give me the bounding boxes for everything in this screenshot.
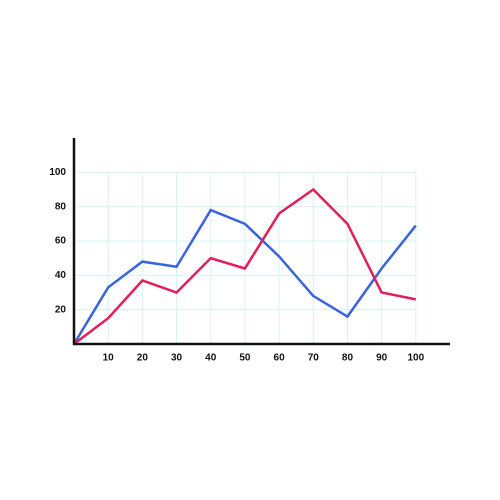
y-tick-label: 20 bbox=[55, 304, 67, 315]
x-tick-label: 30 bbox=[171, 353, 183, 364]
x-tick-label: 20 bbox=[137, 353, 149, 364]
x-tick-label: 10 bbox=[103, 353, 115, 364]
y-tick-label: 80 bbox=[55, 201, 67, 212]
x-tick-label: 70 bbox=[308, 353, 320, 364]
x-tick-label: 60 bbox=[274, 353, 286, 364]
x-tick-label: 80 bbox=[342, 353, 354, 364]
x-tick-label: 100 bbox=[407, 353, 424, 364]
x-tick-label: 90 bbox=[376, 353, 388, 364]
x-tick-label: 40 bbox=[205, 353, 217, 364]
x-tick-label: 50 bbox=[239, 353, 251, 364]
line-series bbox=[73, 187, 417, 345]
y-tick-label: 60 bbox=[55, 236, 67, 247]
y-tick-label: 100 bbox=[49, 167, 66, 178]
y-tick-label: 40 bbox=[55, 270, 67, 281]
line-series bbox=[72, 208, 417, 345]
